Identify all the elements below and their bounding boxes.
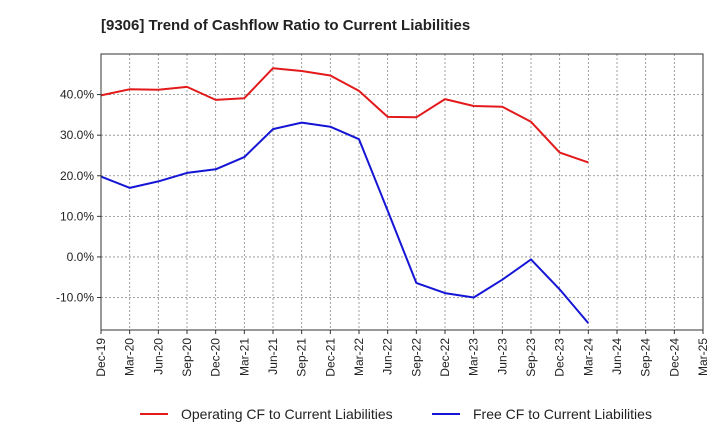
grid-layer [100, 54, 704, 330]
x-tick-label: Mar-22 [352, 338, 366, 376]
y-tick-label: 20.0% [60, 169, 94, 183]
x-tick-label: Dec-24 [667, 338, 681, 377]
series-layer [100, 67, 590, 324]
x-tick-label: Mar-25 [696, 338, 710, 376]
y-tick-label: 0.0% [67, 250, 95, 264]
y-tick-label: 40.0% [60, 88, 94, 102]
x-tick-label: Mar-20 [123, 338, 137, 376]
y-tick-label: 30.0% [60, 128, 94, 142]
series-line-2 [100, 121, 590, 324]
x-tick-label: Dec-23 [553, 338, 567, 377]
x-tick-label: Mar-24 [581, 338, 595, 376]
legend-label-1: Operating CF to Current Liabilities [181, 406, 393, 422]
x-tick-label: Sep-20 [180, 338, 194, 377]
plot-frame [100, 53, 704, 331]
x-tick-label: Dec-21 [323, 338, 337, 377]
x-tick-label: Dec-20 [209, 338, 223, 377]
legend: Operating CF to Current Liabilities Free … [140, 406, 652, 422]
legend-label-2: Free CF to Current Liabilities [473, 406, 652, 422]
x-tick-label: Dec-22 [438, 338, 452, 377]
x-tick-label: Sep-23 [524, 338, 538, 377]
series-line-1 [100, 67, 589, 164]
chart-title: [9306] Trend of Cashflow Ratio to Curren… [101, 17, 470, 34]
y-tick-label: 10.0% [60, 209, 94, 223]
x-axis: Dec-19 Mar-20 Jun-20 Sep-20 Dec-20 Mar-21 Jun-… [94, 330, 710, 377]
x-tick-label: Mar-23 [467, 338, 481, 376]
x-tick-label: Mar-21 [237, 338, 251, 376]
x-tick-label: Jun-23 [495, 338, 509, 375]
x-tick-label: Dec-19 [94, 338, 108, 377]
x-tick-label: Jun-24 [610, 338, 624, 375]
x-tick-label: Sep-24 [639, 338, 653, 377]
x-tick-label: Jun-22 [381, 338, 395, 375]
x-tick-label: Jun-21 [266, 338, 280, 375]
x-tick-label: Sep-22 [409, 338, 423, 377]
x-tick-label: Sep-21 [295, 338, 309, 377]
x-tick-label: Jun-20 [151, 338, 165, 375]
y-tick-label: -10.0% [56, 291, 94, 305]
y-axis: -10.0% 0.0% 10.0% 20.0% 30.0% 40.0% [56, 88, 101, 305]
